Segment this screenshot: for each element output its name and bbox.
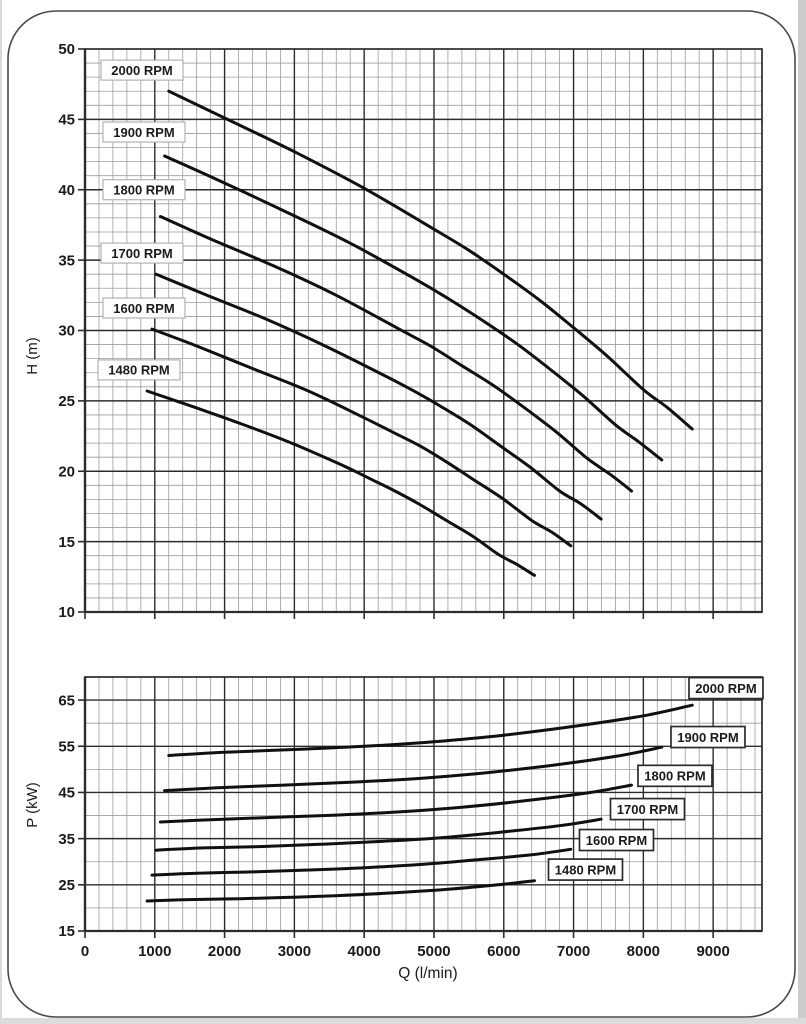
series-label-text: 2000 RPM: [695, 681, 756, 696]
series-label-text: 1700 RPM: [617, 802, 678, 817]
series-label-text: 1600 RPM: [586, 833, 647, 848]
y-tick-label: 55: [58, 738, 75, 755]
x-tick-label: 4000: [347, 943, 380, 960]
curve-2000-rpm: [167, 89, 694, 431]
y-tick-label: 35: [58, 831, 75, 848]
x-tick-label: 1000: [138, 943, 171, 960]
curve-2000-rpm: [167, 703, 694, 757]
y-tick-label: 15: [58, 923, 75, 940]
series-label-box: [637, 764, 713, 788]
y-tick-label: 50: [58, 41, 75, 58]
series-label-box: [547, 858, 624, 881]
y-tick-label: 25: [58, 393, 75, 410]
page-edge-left: [0, 0, 2, 1024]
series-label-box: [609, 797, 686, 821]
document-frame: [7, 10, 796, 1018]
series-label-text: 1900 RPM: [113, 125, 174, 140]
series-label-text: 1800 RPM: [113, 183, 174, 198]
series-label-box: [100, 242, 184, 264]
h-q-chart: 50 45 40 35 30 25 20 15 10 2000 RPM 1900 RPM 1800 R…: [24, 41, 763, 621]
x-tick-label: 5000: [417, 943, 450, 960]
series-label-1700-rpm: 1700 RPM: [609, 797, 686, 821]
curves: [145, 89, 694, 577]
y-tick-label: 45: [58, 785, 75, 802]
x-tick-label: 6000: [487, 943, 520, 960]
y-tick-label: 40: [58, 182, 75, 199]
curve-1700-rpm: [154, 272, 603, 521]
curve-1800-rpm: [158, 783, 633, 824]
series-label-2000-rpm: 2000 RPM: [100, 59, 184, 81]
y-tick-label: 45: [58, 112, 75, 129]
series-label-text: 1700 RPM: [111, 246, 172, 261]
series-labels: 2000 RPM 1900 RPM 1800 RPM 1700 RPM 1600 RPM…: [97, 59, 186, 381]
page-edge-right: [798, 0, 806, 1024]
y-tick-label: 35: [58, 252, 75, 269]
series-label-box: [102, 179, 186, 201]
x-tick-label: 2000: [208, 943, 241, 960]
series-label-box: [100, 59, 184, 81]
y-tick-label: 20: [58, 463, 75, 480]
series-label-box: [578, 828, 655, 852]
series-labels: 2000 RPM 1900 RPM 1800 RPM 1700 RPM 1600 RPM…: [547, 676, 764, 881]
series-label-text: 2000 RPM: [111, 63, 172, 78]
x-tick-label: 3000: [278, 943, 311, 960]
x-tick-label: 7000: [557, 943, 590, 960]
axis-ticks: 50 45 40 35 30 25 20 15 10: [58, 41, 714, 621]
series-label-text: 1800 RPM: [644, 769, 705, 784]
series-label-text: 1480 RPM: [108, 363, 169, 378]
curve-1700-rpm: [154, 817, 603, 852]
curve-1600-rpm: [150, 327, 573, 548]
series-label-box: [97, 359, 181, 381]
curve-1900-rpm: [163, 745, 664, 793]
series-label-1700-rpm: 1700 RPM: [100, 242, 184, 264]
series-label-1480-rpm: 1480 RPM: [547, 858, 624, 881]
y-tick-label: 65: [58, 692, 75, 709]
series-label-1600-rpm: 1600 RPM: [102, 297, 186, 319]
series-label-1900-rpm: 1900 RPM: [670, 725, 746, 749]
x-tick-label: 9000: [696, 943, 729, 960]
y-tick-label: 10: [58, 604, 75, 621]
x-tick-label: 8000: [627, 943, 660, 960]
y-axis-title: P (kW): [24, 782, 41, 828]
curve-1900-rpm: [163, 154, 664, 462]
series-label-2000-rpm: 2000 RPM: [688, 676, 764, 700]
series-label-box: [670, 725, 746, 749]
series-label-1480-rpm: 1480 RPM: [97, 359, 181, 381]
curves: [145, 703, 694, 903]
series-label-box: [102, 297, 186, 319]
series-label-box: [688, 676, 764, 700]
grid-major: [85, 677, 762, 931]
series-label-text: 1480 RPM: [555, 862, 616, 877]
x-axis-title: Q (l/min): [398, 965, 457, 982]
p-q-chart: 65 55 45 35 25 15 0 1000 2000 3000 4000 5000 6000 700…: [24, 676, 764, 960]
grid-major: [85, 49, 762, 612]
series-label-1800-rpm: 1800 RPM: [637, 764, 713, 788]
series-label-box: [102, 121, 186, 143]
curve-1800-rpm: [158, 215, 633, 493]
curve-1480-rpm: [145, 879, 536, 903]
curve-1480-rpm: [145, 389, 536, 577]
curve-1600-rpm: [150, 847, 573, 877]
y-axis-title: H (m): [24, 337, 41, 375]
y-tick-label: 15: [58, 534, 75, 551]
series-label-1600-rpm: 1600 RPM: [578, 828, 655, 852]
series-label-1900-rpm: 1900 RPM: [102, 121, 186, 143]
series-label-text: 1600 RPM: [113, 301, 174, 316]
series-label-text: 1900 RPM: [677, 730, 738, 745]
page-edge-bottom: [0, 1018, 806, 1024]
x-tick-label: 0: [81, 943, 89, 960]
series-label-1800-rpm: 1800 RPM: [102, 179, 186, 201]
y-tick-label: 30: [58, 323, 75, 340]
axis-ticks: 65 55 45 35 25 15 0 1000 2000 3000 4000 5000 6000 700…: [58, 692, 730, 960]
y-tick-label: 25: [58, 877, 75, 894]
grid-minor: [85, 677, 762, 931]
